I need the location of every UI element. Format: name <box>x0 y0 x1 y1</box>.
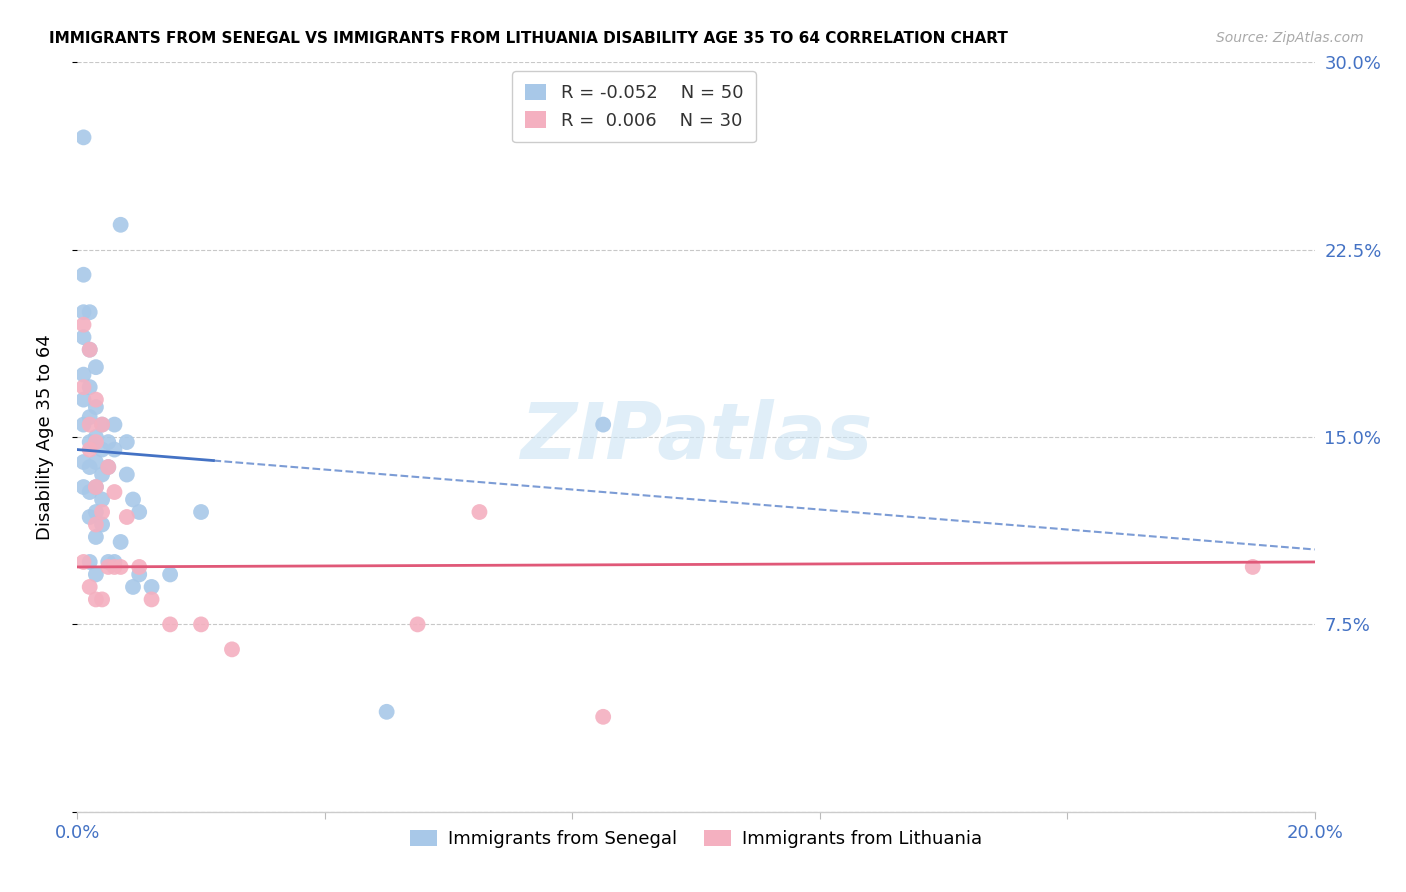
Point <box>72 480 94 494</box>
Point <box>91 417 114 432</box>
Point <box>115 510 138 524</box>
Point <box>79 580 101 594</box>
Point <box>159 567 181 582</box>
Point <box>79 410 101 425</box>
Point <box>110 218 132 232</box>
Point <box>84 392 107 407</box>
Point <box>128 560 150 574</box>
Point <box>72 555 94 569</box>
Point <box>190 505 212 519</box>
Point <box>91 417 114 432</box>
Point <box>91 442 114 457</box>
Point <box>375 705 398 719</box>
Point <box>84 455 107 469</box>
Point <box>97 460 120 475</box>
Point <box>141 580 163 594</box>
Point <box>72 380 94 394</box>
Point <box>72 392 94 407</box>
Point <box>72 417 94 432</box>
Point <box>110 560 132 574</box>
Point <box>128 505 150 519</box>
Text: ZIPatlas: ZIPatlas <box>520 399 872 475</box>
Point <box>84 505 107 519</box>
Point <box>97 435 120 450</box>
Point <box>115 467 138 482</box>
Point <box>122 580 145 594</box>
Point <box>84 567 107 582</box>
Point <box>97 560 120 574</box>
Point <box>84 435 107 450</box>
Legend: Immigrants from Senegal, Immigrants from Lithuania: Immigrants from Senegal, Immigrants from… <box>402 822 990 855</box>
Point <box>103 485 125 500</box>
Point <box>79 343 101 357</box>
Point <box>79 417 101 432</box>
Point <box>84 592 107 607</box>
Point <box>406 617 429 632</box>
Point <box>122 492 145 507</box>
Point <box>72 455 94 469</box>
Point <box>115 435 138 450</box>
Point <box>592 710 614 724</box>
Point <box>190 617 212 632</box>
Point <box>79 485 101 500</box>
Text: IMMIGRANTS FROM SENEGAL VS IMMIGRANTS FROM LITHUANIA DISABILITY AGE 35 TO 64 COR: IMMIGRANTS FROM SENEGAL VS IMMIGRANTS FR… <box>49 31 1008 46</box>
Point <box>84 530 107 544</box>
Point <box>103 555 125 569</box>
Point <box>72 318 94 332</box>
Point <box>72 268 94 282</box>
Point <box>79 305 101 319</box>
Point <box>84 480 107 494</box>
Point <box>84 517 107 532</box>
Point <box>72 130 94 145</box>
Text: Source: ZipAtlas.com: Source: ZipAtlas.com <box>1216 31 1364 45</box>
Point <box>468 505 491 519</box>
Point <box>84 400 107 414</box>
Point <box>72 368 94 382</box>
Point <box>79 442 101 457</box>
Point <box>91 467 114 482</box>
Point <box>1241 560 1264 574</box>
Point <box>128 567 150 582</box>
Point <box>159 617 181 632</box>
Point <box>72 330 94 344</box>
Point <box>91 592 114 607</box>
Point <box>97 460 120 475</box>
Point <box>79 435 101 450</box>
Point <box>592 417 614 432</box>
Point <box>79 460 101 475</box>
Point <box>84 430 107 444</box>
Point <box>103 417 125 432</box>
Point <box>221 642 243 657</box>
Point <box>141 592 163 607</box>
Point <box>97 555 120 569</box>
Point <box>79 510 101 524</box>
Point <box>110 535 132 549</box>
Point <box>91 492 114 507</box>
Point <box>91 517 114 532</box>
Point <box>84 360 107 375</box>
Point <box>72 305 94 319</box>
Point <box>103 442 125 457</box>
Point <box>79 380 101 394</box>
Point <box>103 560 125 574</box>
Point <box>79 555 101 569</box>
Y-axis label: Disability Age 35 to 64: Disability Age 35 to 64 <box>35 334 53 540</box>
Point <box>79 343 101 357</box>
Point <box>84 480 107 494</box>
Point <box>91 505 114 519</box>
